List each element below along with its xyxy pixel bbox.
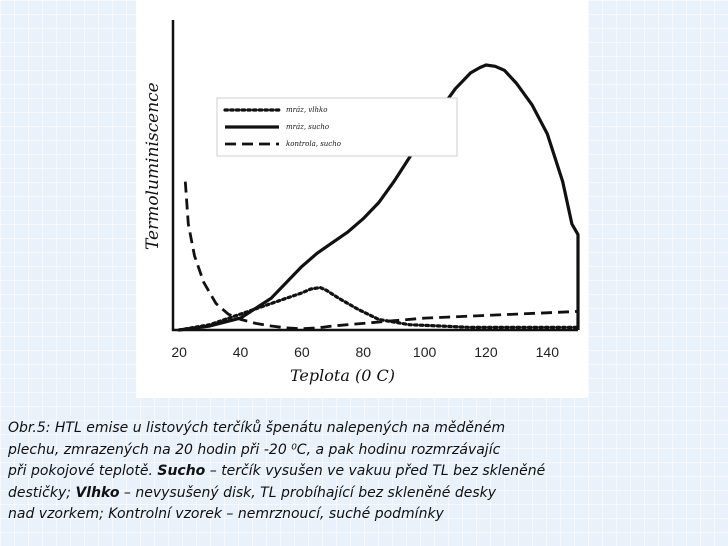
- x-tick-label-1: 20: [171, 344, 187, 360]
- x-tick-label-2: 40: [233, 344, 249, 360]
- series-line-1: [177, 286, 580, 332]
- caption-text: – terčík vysušen ve vakuu před TL bez sk…: [205, 463, 546, 479]
- figure-caption: Obr.5: HTL emise u listových terčíků špe…: [8, 418, 698, 526]
- caption-text: při pokojové teplotě.: [8, 463, 158, 479]
- caption-text: destičky;: [8, 484, 76, 501]
- caption-term-sucho: Sucho: [157, 463, 206, 479]
- x-tick-label-7: 140: [536, 344, 560, 360]
- caption-text: – nevysušený disk, TL probíhající bez sk…: [119, 484, 497, 501]
- x-tick-label-5: 100: [413, 344, 437, 360]
- caption-line-4: destičky; Vlhko – nevysušený disk, TL pr…: [8, 483, 698, 505]
- x-tick-label-4: 80: [355, 344, 371, 360]
- figure-panel: mráz, vlhko mráz, sucho kontrola, sucho 20…: [136, 0, 588, 398]
- caption-term-vlhko: Vlhko: [75, 484, 120, 501]
- caption-line-5: nad vzorkem; Kontrolní vzorek – nemrznou…: [8, 506, 444, 522]
- caption-line-1: Obr.5: HTL emise u listových terčíků špe…: [8, 420, 506, 436]
- legend-label-1: mráz, vlhko: [286, 106, 327, 114]
- caption-line-2: plechu, zmrazených na 20 hodin při -20 ⁰…: [8, 441, 501, 458]
- legend-label-3: kontrola, sucho: [286, 140, 341, 148]
- series-line-3: [183, 181, 579, 331]
- x-tick-label-6: 120: [474, 344, 498, 360]
- x-tick-label-3: 60: [294, 344, 310, 360]
- chart: mráz, vlhko mráz, sucho kontrola, sucho 20…: [171, 20, 580, 360]
- x-axis-label: Teplota (0 C): [290, 366, 395, 385]
- y-axis-label: Termoluminiscence: [143, 82, 163, 250]
- plot-frame: [171, 20, 578, 332]
- caption-line-3: při pokojové teplotě. Sucho – terčík vys…: [8, 461, 698, 483]
- legend-label-2: mráz, sucho: [286, 123, 329, 131]
